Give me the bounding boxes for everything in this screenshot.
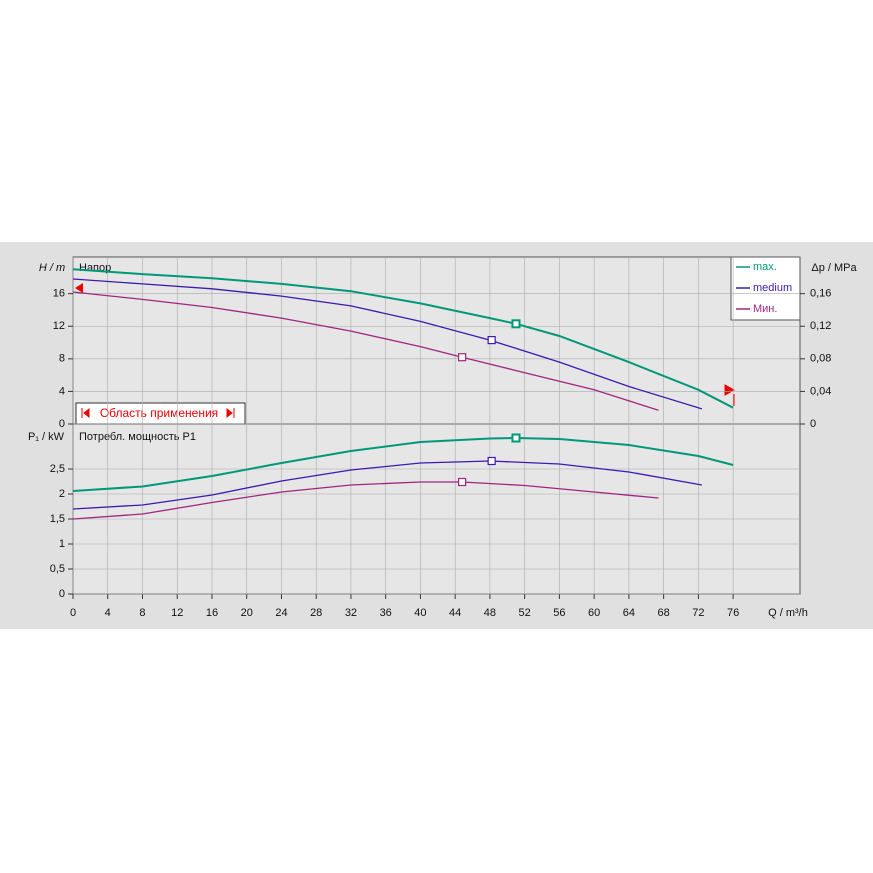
x-tick-label: 76 [727,607,739,619]
operating-point [487,335,496,345]
y-tick-label: 1,5 [50,513,65,525]
plot-area [72,256,801,595]
legend-label: medium [753,282,792,294]
range-marker [75,283,83,293]
series-line [72,291,659,411]
x-tick-label: 24 [275,607,287,619]
x-tick-label: 52 [519,607,531,619]
annotation-arrows [81,407,235,419]
y2-tick-label: 0,04 [810,385,831,397]
x-tick-label: 4 [105,607,111,619]
y-axis-label: H / m [39,262,65,274]
legend-label: max. [753,261,777,273]
y-tick-label: 2 [59,488,65,500]
y-tick-label: 1 [59,538,65,550]
x-tick-label: 72 [692,607,704,619]
y-tick-label: 12 [53,320,65,332]
x-tick-label: 0 [70,607,76,619]
x-tick-label: 8 [139,607,145,619]
x-tick-label: 16 [206,607,218,619]
x-tick-label: 48 [484,607,496,619]
x-tick-label: 28 [310,607,322,619]
y2-tick-label: 0,08 [810,353,831,365]
x-axis-label: Q / m³/h [768,607,808,619]
y-tick-label: 2,5 [50,463,65,475]
y-tick-label: 16 [53,288,65,300]
operating-point [458,353,467,362]
panel-title: Потребл. мощность P1 [79,431,196,443]
x-tick-label: 32 [345,607,357,619]
series-line [72,268,734,409]
y-tick-label: 4 [59,385,65,397]
y-tick-label: 0,5 [50,563,65,575]
operating-point [487,456,496,466]
y2-tick-label: 0 [810,418,816,430]
operating-point [511,319,521,329]
x-tick-label: 44 [449,607,461,619]
x-tick-label: 20 [241,607,253,619]
range-marker [724,384,736,406]
y2-tick-label: 0,16 [810,288,831,300]
series-line [72,278,703,410]
y2-tick-label: 0,12 [810,320,831,332]
y-tick-label: 0 [59,588,65,600]
x-tick-label: 12 [171,607,183,619]
y-tick-label: 0 [59,418,65,430]
x-tick-label: 56 [553,607,565,619]
x-tick-label: 64 [623,607,635,619]
series-line [72,436,734,492]
series-line [72,481,659,520]
operating-point [458,477,467,487]
y-tick-label: 8 [59,353,65,365]
x-tick-label: 40 [414,607,426,619]
operating-point [511,433,521,443]
x-tick-label: 60 [588,607,600,619]
x-tick-label: 36 [380,607,392,619]
legend-label: Мин. [753,303,777,315]
y-axis-label: P₁ / kW [28,431,65,443]
annotation: Область применения [100,406,218,420]
x-tick-label: 68 [658,607,670,619]
y2-axis-label: Δp / MPa [811,262,857,274]
series-line [72,460,703,510]
